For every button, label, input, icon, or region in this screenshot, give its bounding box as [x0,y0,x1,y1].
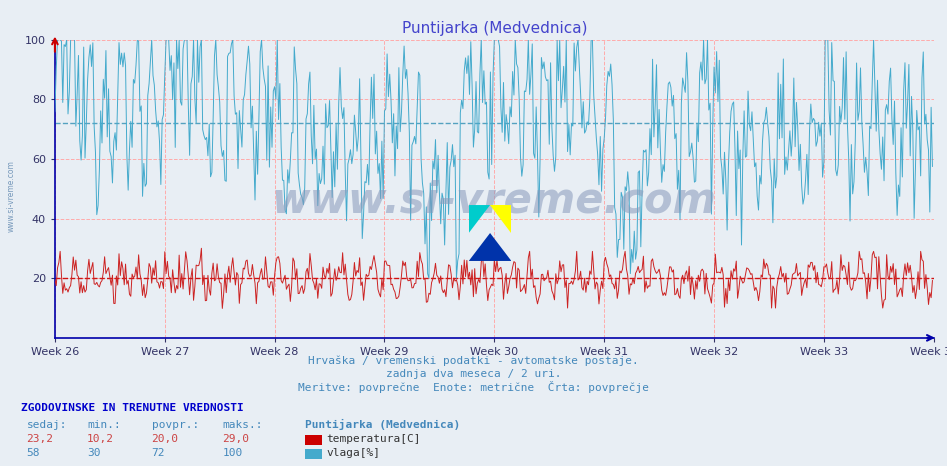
Polygon shape [469,205,491,233]
Text: 72: 72 [152,448,165,458]
Text: Puntijarka (Medvednica): Puntijarka (Medvednica) [305,419,460,430]
Text: 10,2: 10,2 [87,434,115,444]
Text: ZGODOVINSKE IN TRENUTNE VREDNOSTI: ZGODOVINSKE IN TRENUTNE VREDNOSTI [21,403,243,413]
Text: 30: 30 [87,448,100,458]
Text: 23,2: 23,2 [27,434,54,444]
Text: 100: 100 [223,448,242,458]
Text: 58: 58 [27,448,40,458]
Text: min.:: min.: [87,420,121,430]
Polygon shape [469,233,511,261]
Text: sedaj:: sedaj: [27,420,67,430]
Text: povpr.:: povpr.: [152,420,199,430]
Text: www.si-vreme.com: www.si-vreme.com [7,160,16,232]
Text: maks.:: maks.: [223,420,263,430]
Text: Hrvaška / vremenski podatki - avtomatske postaje.: Hrvaška / vremenski podatki - avtomatske… [308,356,639,366]
Text: 29,0: 29,0 [223,434,250,444]
Text: temperatura[C]: temperatura[C] [327,434,421,444]
Title: Puntijarka (Medvednica): Puntijarka (Medvednica) [402,21,587,36]
Text: zadnja dva meseca / 2 uri.: zadnja dva meseca / 2 uri. [385,370,562,379]
Text: Meritve: povprečne  Enote: metrične  Črta: povprečje: Meritve: povprečne Enote: metrične Črta:… [298,381,649,392]
Text: www.si-vreme.com: www.si-vreme.com [272,180,717,222]
Polygon shape [491,205,511,233]
Text: 20,0: 20,0 [152,434,179,444]
Text: vlaga[%]: vlaga[%] [327,448,381,458]
